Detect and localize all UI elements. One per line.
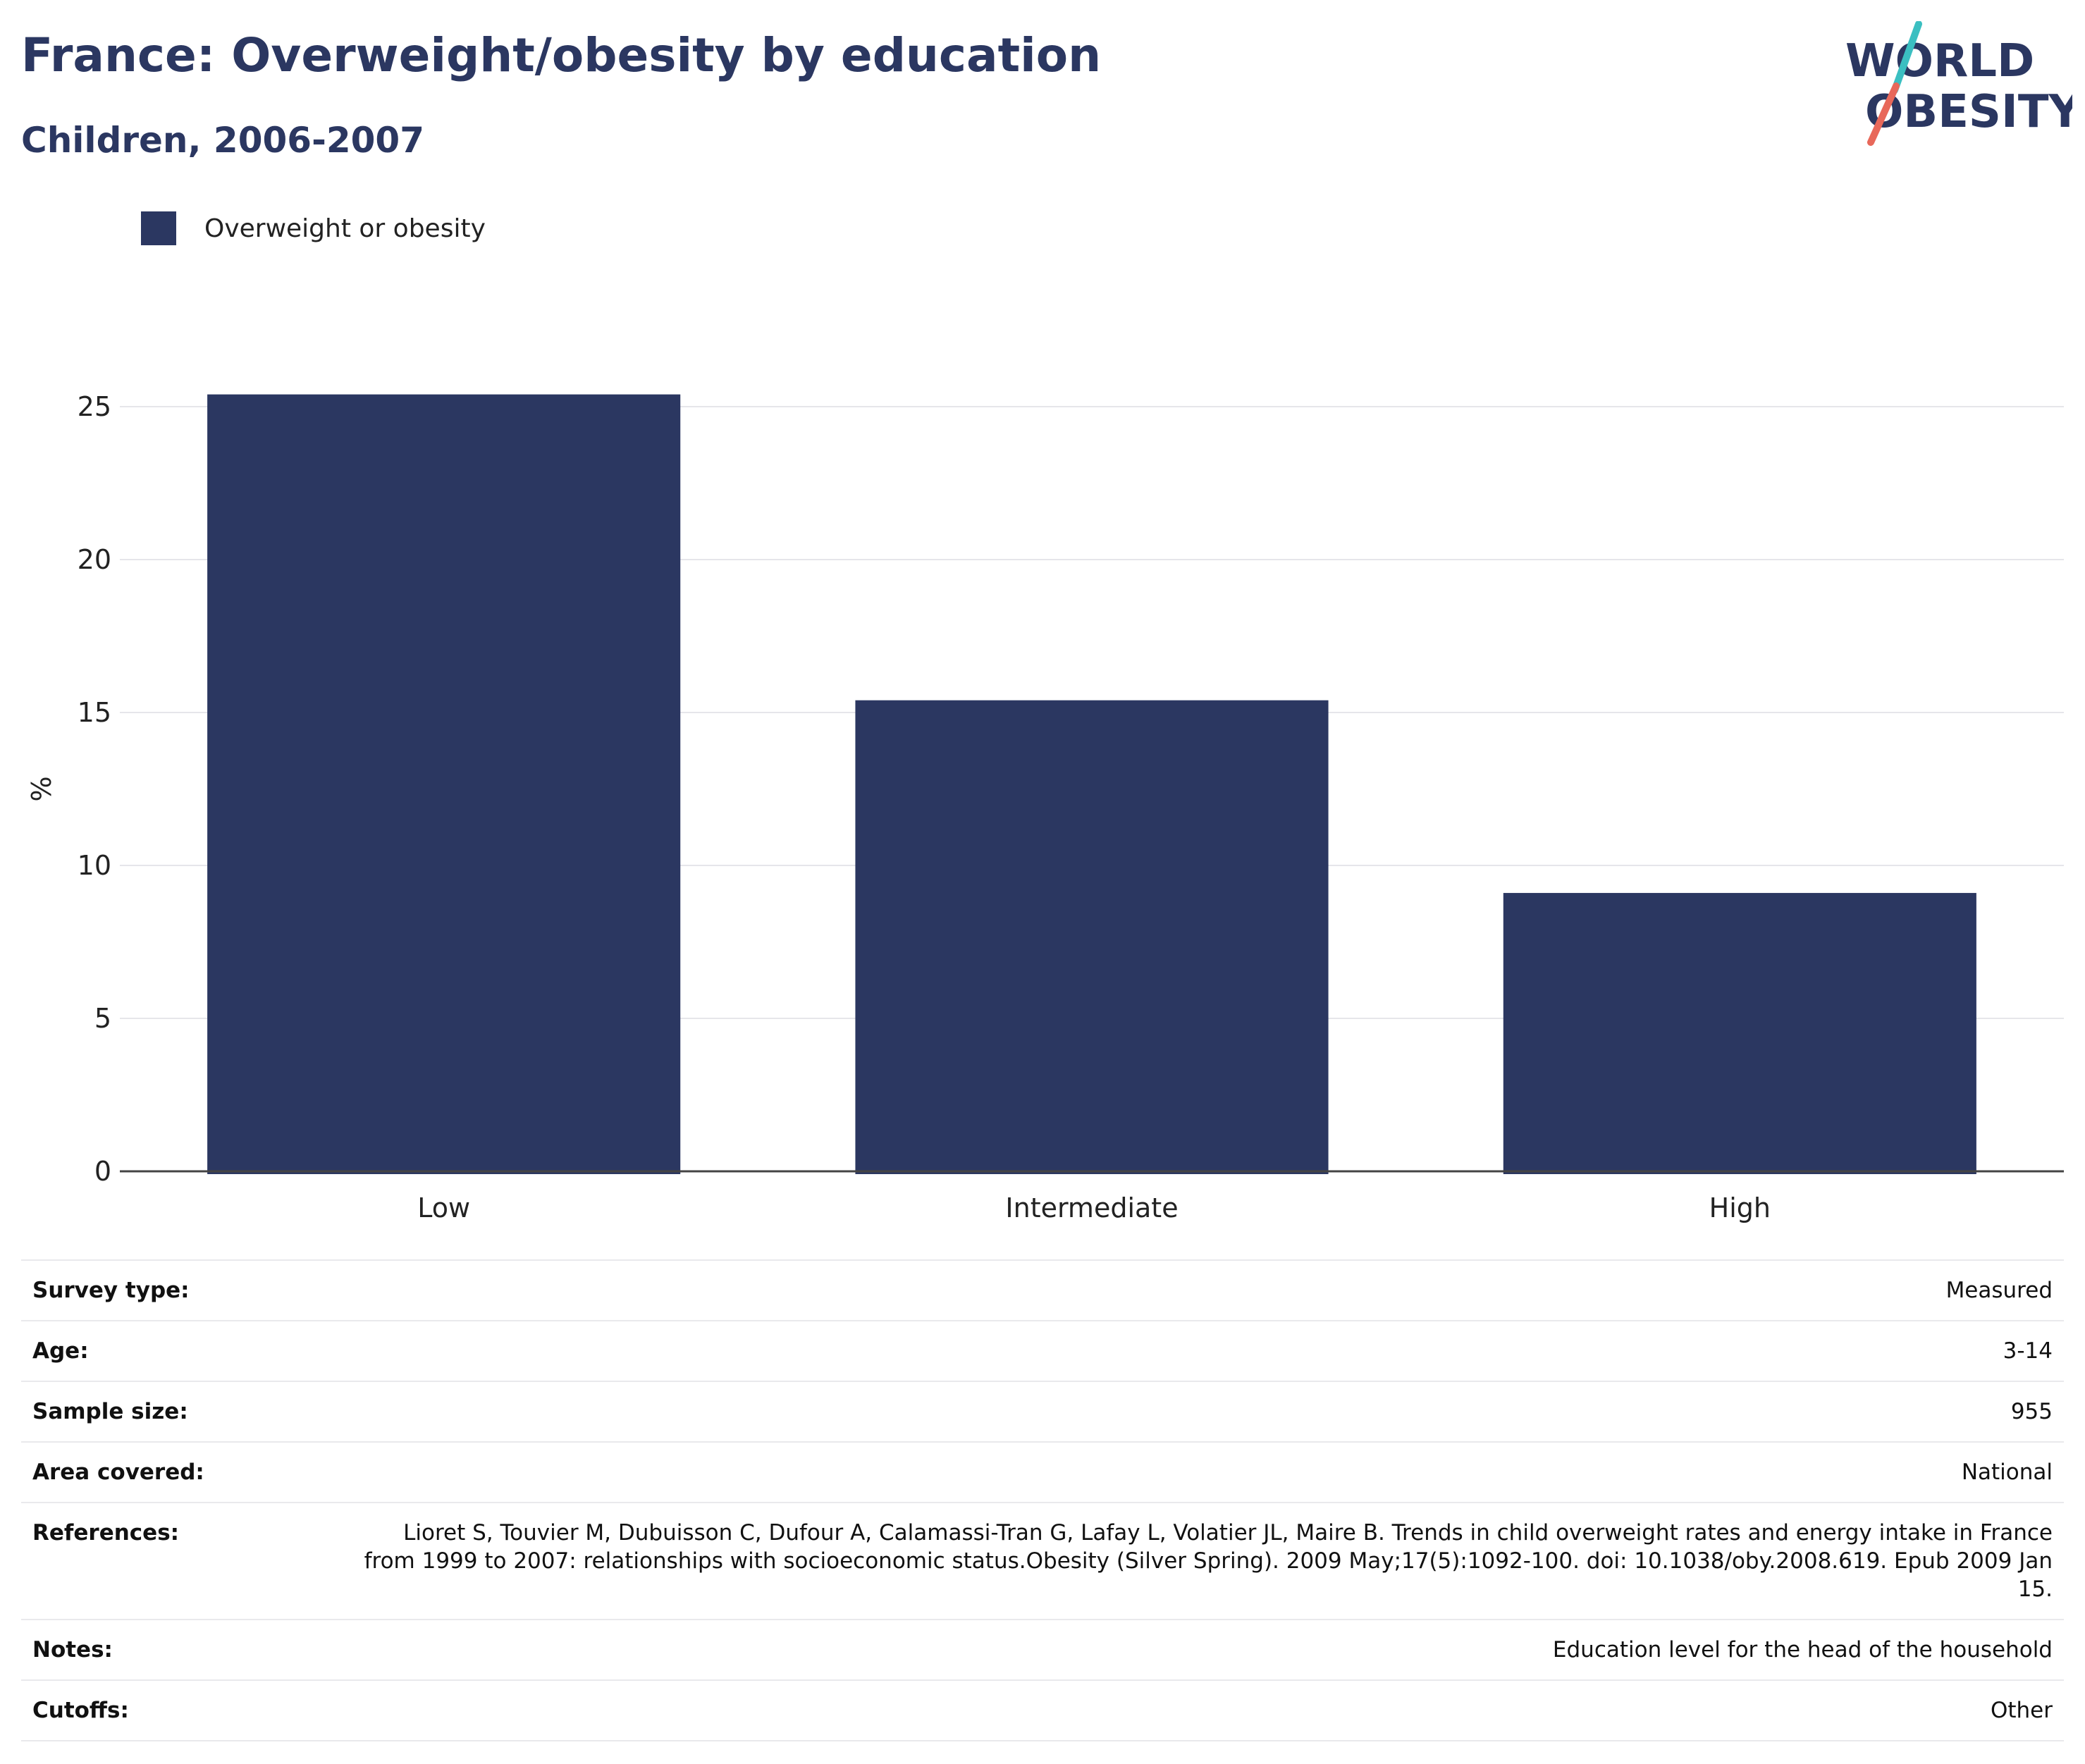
info-row: Cutoffs: Other (21, 1680, 2064, 1741)
bar (1503, 893, 1976, 1174)
logo-line-world: WORLD (1845, 35, 2034, 87)
info-row: Notes: Education level for the head of th… (21, 1620, 2064, 1680)
y-tick-label: 15 (78, 697, 111, 728)
info-value: Lioret S, Touvier M, Dubuisson C, Dufour… (364, 1520, 2053, 1602)
info-row: References: Lioret S, Touvier M, Dubuisso… (21, 1503, 2064, 1620)
info-value: Education level for the head of the hous… (1552, 1637, 2053, 1663)
y-tick-label: 25 (78, 391, 111, 422)
info-value: 955 (2010, 1399, 2053, 1424)
info-key: Sample size: (32, 1399, 188, 1424)
info-value: 3-14 (2003, 1338, 2053, 1364)
legend-label: Overweight or obesity (204, 214, 486, 243)
info-key: Age: (32, 1338, 89, 1364)
info-value: National (1961, 1460, 2053, 1485)
world-obesity-logo-icon: WORLD OBESITY (1845, 21, 2072, 146)
info-key: Cutoffs: (32, 1698, 129, 1723)
x-tick-label: Intermediate (1005, 1192, 1178, 1223)
logo-line-obesity: OBESITY (1865, 86, 2072, 138)
y-tick-label: 20 (78, 544, 111, 575)
chart-legend[interactable]: Overweight or obesity (141, 210, 486, 247)
survey-info-table: Survey type: Measured Age: 3-14 Sample size:… (21, 1259, 2064, 1741)
chart-title: France: Overweight/obesity by education (21, 28, 1102, 82)
y-tick-label: 10 (78, 850, 111, 881)
info-value: Measured (1945, 1278, 2053, 1303)
info-row: Age: 3-14 (21, 1321, 2064, 1381)
info-key: Notes: (32, 1637, 113, 1663)
y-tick-label: 5 (94, 1003, 111, 1034)
logo-slash-top (1891, 21, 1922, 94)
info-row: Sample size: 955 (21, 1381, 2064, 1442)
info-row: Survey type: Measured (21, 1260, 2064, 1321)
bar (855, 700, 1329, 1174)
info-key: Area covered: (32, 1460, 204, 1485)
y-tick-label: 0 (94, 1156, 111, 1187)
x-tick-label: Low (417, 1192, 470, 1223)
y-axis-label: % (26, 776, 57, 801)
chart-subtitle: Children, 2006-2007 (21, 120, 424, 161)
info-row: Area covered: National (21, 1442, 2064, 1503)
bar-chart: 0 5 10 15 20 25% Low Intermediate High (26, 391, 2064, 1223)
info-key: Survey type: (32, 1278, 190, 1303)
legend-swatch (141, 211, 176, 245)
x-tick-label: High (1709, 1192, 1771, 1223)
logo-slash-bottom (1867, 82, 1900, 146)
info-value: Other (1990, 1698, 2053, 1723)
info-key: References: (32, 1520, 180, 1546)
bar (207, 394, 681, 1174)
